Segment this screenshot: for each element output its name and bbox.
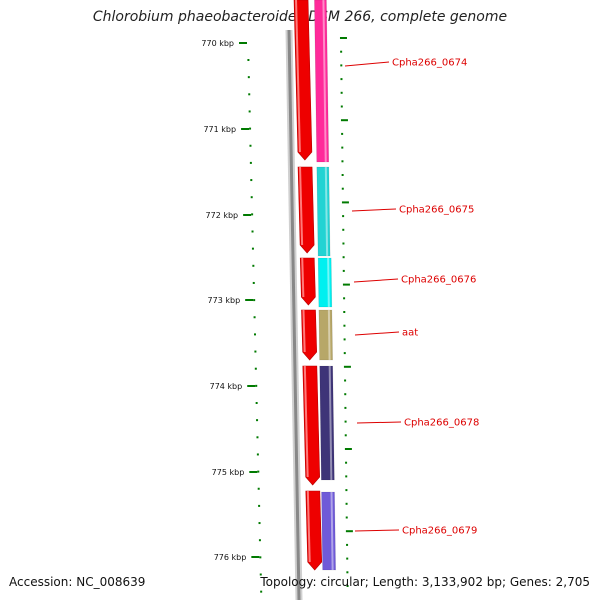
label-leader [354, 331, 400, 336]
tick-label: 771 kbp [203, 125, 236, 134]
genome-stats: Topology: circular; Length: 3,133,902 bp… [260, 575, 590, 589]
cds-highlight [303, 365, 309, 478]
gene-block [316, 166, 331, 257]
gene-label: Cpha266_0675 [399, 205, 474, 216]
cds-highlight [302, 309, 306, 353]
tick-label: 774 kbp [210, 382, 243, 391]
cds-highlight [299, 166, 304, 246]
gene-label: Cpha266_0674 [392, 58, 467, 69]
tick-label: 775 kbp [212, 468, 245, 477]
gene-block [319, 365, 335, 481]
gene-block-shade [330, 491, 334, 571]
accession-text: Accession: NC_008639 [9, 575, 146, 589]
backbone-arc-line [287, 29, 301, 600]
gene-label: aat [402, 328, 418, 339]
gene-block-shade [327, 309, 331, 361]
cds-highlight [301, 257, 305, 298]
gene-block [318, 309, 333, 361]
gene-label: Cpha266_0679 [402, 526, 477, 537]
label-leader [344, 61, 390, 67]
gene-block-shade [324, 166, 329, 257]
cds-highlight [306, 490, 311, 563]
gene-block [317, 257, 333, 308]
label-leader [356, 421, 402, 424]
tick-label: 776 kbp [214, 553, 247, 562]
tick-label: 770 kbp [201, 39, 234, 48]
label-leader [353, 278, 399, 283]
tick-label: 773 kbp [208, 296, 241, 305]
gene-block [321, 491, 336, 571]
gene-label: Cpha266_0678 [404, 418, 479, 429]
gene-block [314, 0, 330, 163]
gene-block-shade [328, 365, 333, 481]
gene-block-shade [322, 0, 327, 163]
tick-label: 772 kbp [206, 211, 239, 220]
label-leader [351, 208, 397, 212]
label-leader [354, 529, 400, 532]
gene-label: Cpha266_0676 [401, 275, 476, 286]
gene-block-shade [327, 257, 330, 308]
cds-highlight [295, 0, 301, 153]
